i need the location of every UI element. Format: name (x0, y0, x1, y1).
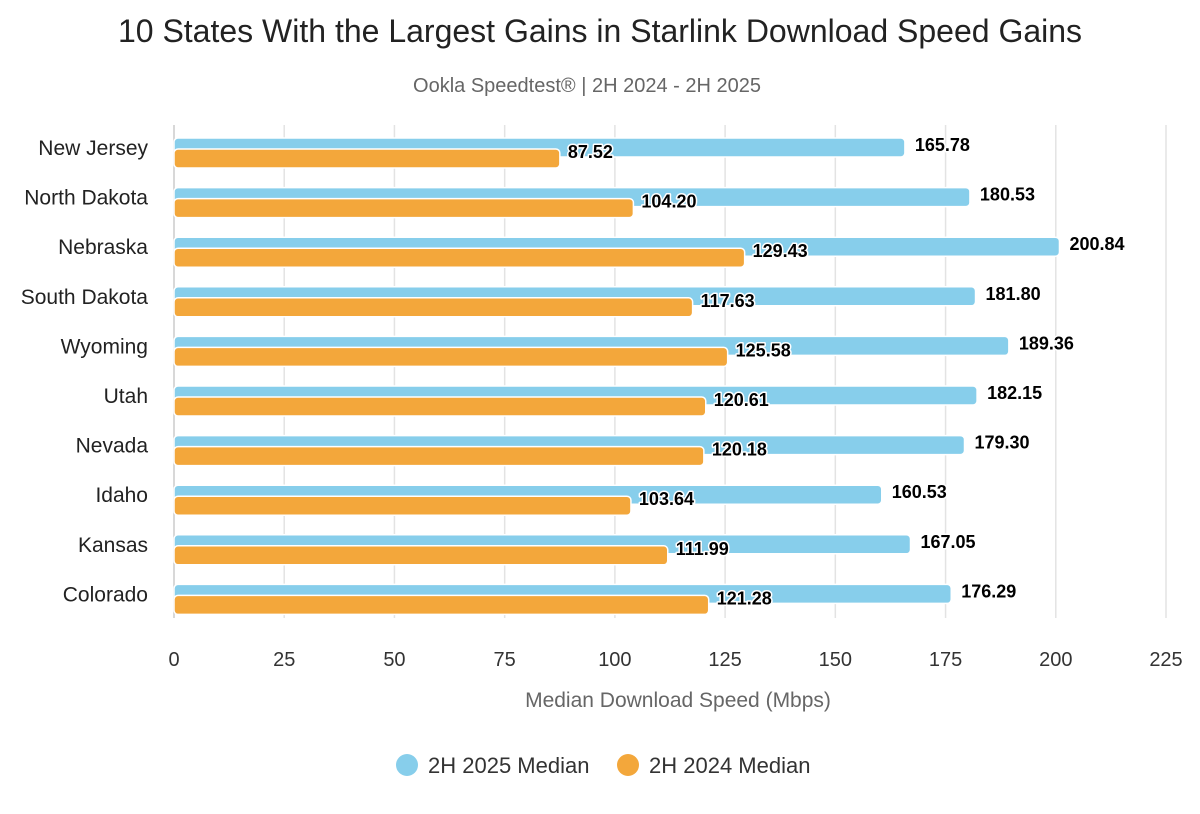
x-tick-label: 150 (819, 649, 852, 671)
data-label-2h-2025: 165.78 (915, 135, 970, 155)
data-label-2h-2025: 167.05 (921, 532, 976, 552)
category-label: North Dakota (24, 187, 148, 210)
data-label-2h-2024: 129.43 (753, 241, 808, 261)
bar-2h-2024 (173, 445, 705, 467)
bar-2h-2024 (173, 545, 669, 566)
bar-2h-2024 (173, 346, 729, 368)
category-label: Nevada (76, 435, 149, 458)
data-label-2h-2025: 180.53 (980, 185, 1035, 205)
plot-area: 0 25 50 75 100 125 150 175 200 225 New Jersey 165.7… (21, 125, 1183, 671)
category-label: Nebraska (58, 236, 148, 259)
legend-2h-2025-label: 2H 2025 Median (428, 753, 589, 778)
x-tick-label: 125 (708, 649, 741, 671)
bar-2h-2024 (173, 148, 561, 169)
category-label: Utah (104, 385, 148, 408)
bar-2h-2024 (173, 297, 694, 318)
data-label-2h-2024: 125.58 (736, 340, 791, 360)
data-label-2h-2025: 200.84 (1069, 234, 1124, 254)
chart-subtitle: Ookla Speedtest® | 2H 2024 - 2H 2025 (413, 75, 761, 97)
chart-title: 10 States With the Largest Gains in Star… (118, 13, 1082, 49)
data-label-2h-2024: 120.18 (712, 440, 767, 460)
x-tick-label: 175 (929, 649, 962, 671)
data-label-2h-2024: 104.20 (641, 192, 696, 212)
category-label: Kansas (78, 534, 148, 557)
category-label: Idaho (95, 484, 148, 507)
data-label-2h-2024: 87.52 (568, 142, 613, 162)
legend-2h-2024-label: 2H 2024 Median (649, 753, 810, 778)
bar-2h-2024 (173, 594, 710, 616)
legend: 2H 2025 Median 2H 2024 Median (396, 753, 810, 778)
x-tick-label: 200 (1039, 649, 1072, 671)
data-label-2h-2025: 182.15 (987, 383, 1042, 403)
x-tick-label: 50 (383, 649, 405, 671)
bar-2h-2024 (173, 495, 632, 516)
data-label-2h-2024: 117.63 (701, 291, 755, 311)
data-label-2h-2024: 120.61 (714, 390, 769, 410)
bar-2h-2024 (173, 396, 707, 417)
data-label-2h-2025: 160.53 (892, 482, 947, 502)
category-label: Wyoming (61, 335, 148, 358)
data-label-2h-2024: 121.28 (717, 588, 772, 608)
legend-2h-2024-swatch (617, 754, 639, 776)
data-label-2h-2025: 179.30 (975, 433, 1030, 453)
x-tick-label: 25 (273, 649, 295, 671)
category-label: South Dakota (21, 286, 149, 309)
bar-2h-2024 (173, 197, 635, 219)
category-label: Colorado (63, 583, 148, 606)
x-tick-label: 225 (1149, 649, 1182, 671)
data-label-2h-2025: 181.80 (986, 284, 1041, 304)
x-axis-title: Median Download Speed (Mbps) (525, 689, 831, 712)
data-label-2h-2025: 176.29 (961, 581, 1016, 601)
data-label-2h-2024: 111.99 (676, 539, 729, 559)
x-tick-label: 0 (168, 649, 179, 671)
category-label: New Jersey (38, 137, 148, 160)
x-tick-label: 75 (494, 649, 516, 671)
bar-2h-2024 (173, 247, 746, 268)
data-label-2h-2024: 103.64 (639, 489, 694, 509)
data-label-2h-2025: 189.36 (1019, 333, 1074, 353)
legend-2h-2025-swatch (396, 754, 418, 776)
x-tick-label: 100 (598, 649, 631, 671)
